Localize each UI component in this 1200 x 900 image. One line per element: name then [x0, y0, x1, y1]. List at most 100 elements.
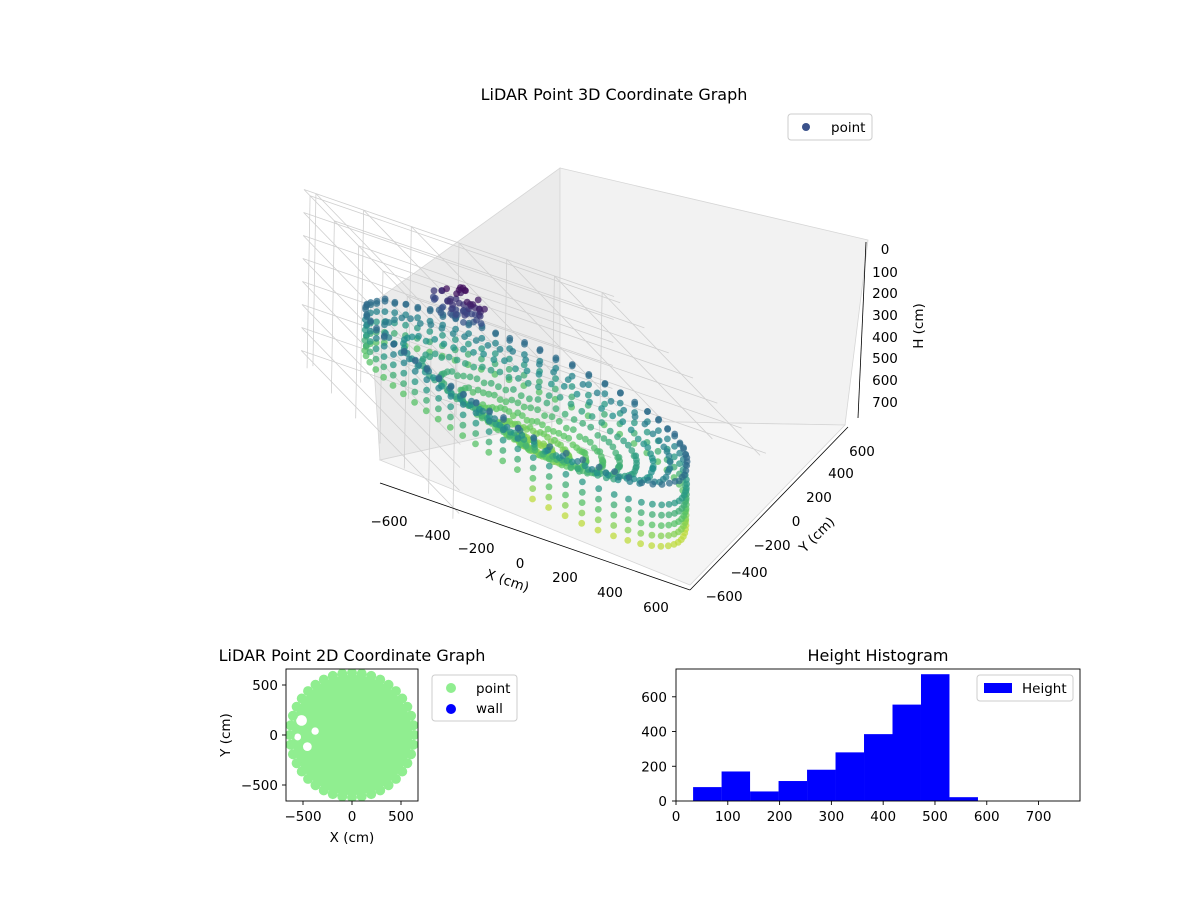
point3d-marker	[411, 378, 419, 386]
point3d-marker	[465, 340, 472, 348]
point3d-marker	[593, 389, 601, 397]
point3d-marker	[461, 333, 468, 340]
point3d-marker	[563, 424, 570, 432]
point3d-marker	[529, 495, 536, 503]
point3d-marker	[464, 350, 472, 358]
point3d-marker	[490, 356, 498, 364]
point3d-marker	[634, 435, 642, 443]
point3d-marker	[671, 432, 679, 440]
point3d-marker	[588, 466, 596, 473]
point3d-marker	[655, 427, 662, 434]
z3d-tick-label: 400	[872, 330, 898, 346]
point3d-marker	[372, 335, 380, 342]
point3d-marker	[536, 347, 544, 355]
point3d-marker	[631, 398, 639, 406]
point2d-marker	[383, 780, 394, 791]
point3d-marker	[400, 349, 408, 356]
point3d-marker	[638, 498, 645, 506]
point3d-marker	[578, 488, 586, 496]
point3d-marker	[462, 287, 469, 295]
point3d-marker	[485, 438, 493, 446]
point3d-marker	[512, 365, 519, 373]
point3d-marker	[579, 478, 586, 486]
point3d-marker	[601, 411, 608, 418]
point3d-marker	[607, 397, 615, 405]
y3d-tick-label: 400	[828, 466, 854, 482]
point3d-marker	[465, 384, 473, 392]
point3d-marker	[389, 371, 397, 379]
point3d-marker	[372, 345, 380, 353]
point3d-marker	[400, 359, 408, 367]
point3d-marker	[664, 425, 671, 432]
x3d-tick-label: −600	[370, 514, 407, 530]
histogram-ticks	[672, 696, 1040, 805]
point3d-marker	[563, 457, 571, 464]
point2d-marker	[347, 792, 357, 801]
point3d-marker	[514, 399, 522, 407]
point3d-marker	[570, 416, 578, 423]
point3d-marker	[470, 349, 477, 356]
point3d-marker	[648, 542, 656, 549]
point3d-marker	[407, 315, 414, 323]
point3d-marker	[496, 396, 504, 403]
point3d-marker	[671, 443, 678, 450]
point3d-marker	[391, 298, 399, 306]
point3d-marker	[453, 356, 461, 364]
hist-y-tick-label: 600	[641, 690, 667, 706]
point2d-marker	[310, 679, 321, 690]
point3d-marker	[430, 287, 438, 295]
x3d-tick-label: 200	[552, 570, 578, 586]
point3d-marker	[505, 365, 513, 373]
point3d-marker	[492, 339, 499, 347]
point2d-marker	[303, 686, 314, 697]
point3d-marker	[472, 337, 480, 344]
point3d-marker	[609, 412, 617, 420]
point3d-marker	[594, 526, 602, 534]
histogram-bar	[750, 791, 779, 801]
point3d-marker	[586, 398, 593, 406]
point3d-marker	[544, 425, 552, 433]
point3d-marker	[569, 426, 577, 433]
hist-x-tick-label: 200	[767, 809, 793, 825]
point3d-marker	[657, 532, 665, 540]
point3d-marker	[643, 428, 651, 436]
point3d-marker	[561, 502, 569, 509]
point3d-marker	[373, 324, 380, 332]
point3d-marker	[610, 501, 618, 509]
x2d-axis-label: X (cm)	[330, 830, 375, 846]
point3d-marker	[665, 511, 673, 519]
point3d-marker	[610, 532, 617, 540]
point3d-marker	[620, 406, 628, 414]
point3d-marker	[600, 435, 608, 442]
point3d-marker	[496, 421, 504, 429]
point2d-marker	[383, 679, 394, 690]
point3d-marker	[472, 440, 479, 448]
y3d-tick-label: −600	[705, 589, 742, 605]
point2d-marker	[347, 669, 357, 678]
y3d-tick-label: 200	[806, 490, 832, 506]
point3d-marker	[507, 428, 514, 436]
point3d-marker	[484, 342, 492, 349]
point3d-marker	[550, 368, 557, 376]
point2d-marker	[356, 791, 367, 801]
point2d-marker	[291, 758, 302, 769]
point3d-marker	[671, 499, 679, 507]
scatter3d-z-axis	[857, 241, 867, 419]
point3d-marker	[514, 424, 522, 432]
grid-line	[302, 235, 462, 399]
hist-x-tick-label: 300	[818, 809, 844, 825]
point3d-marker	[574, 458, 581, 465]
point3d-marker	[500, 416, 507, 423]
point3d-marker	[430, 374, 437, 382]
point3d-marker	[658, 501, 666, 509]
point3d-marker	[478, 345, 486, 352]
point3d-marker	[545, 504, 552, 511]
point3d-marker	[472, 430, 480, 437]
point3d-marker	[624, 537, 632, 544]
point3d-marker	[671, 478, 679, 485]
point3d-marker	[491, 415, 498, 423]
point3d-marker	[452, 310, 460, 318]
point2d-marker	[402, 758, 413, 769]
point3d-marker	[593, 469, 601, 477]
point3d-marker	[423, 386, 430, 394]
